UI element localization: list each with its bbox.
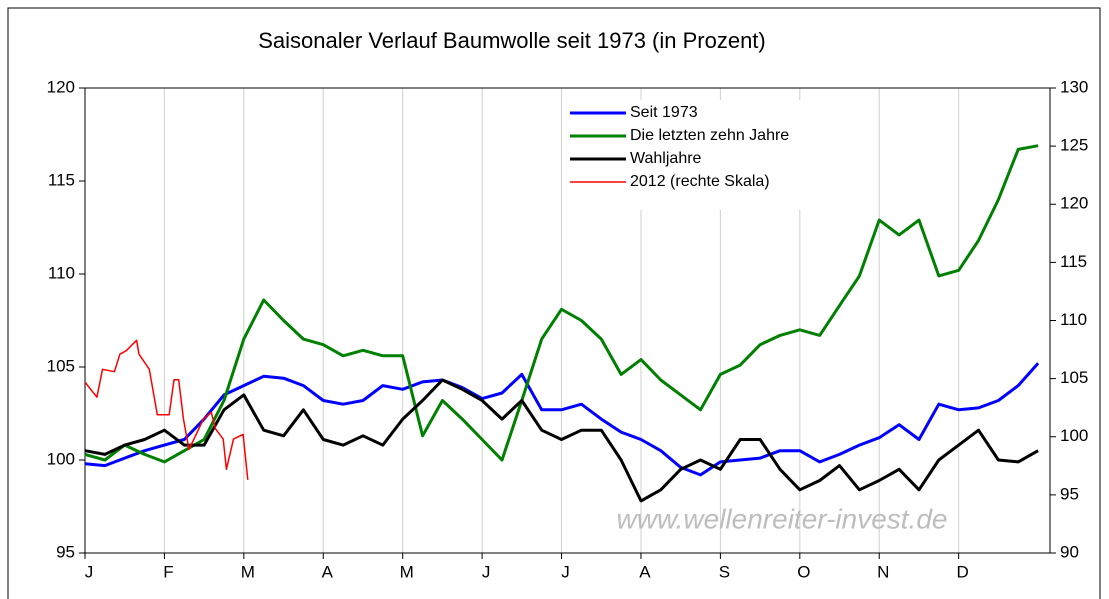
watermark: www.wellenreiter-invest.de	[617, 503, 948, 534]
y2-tick-label: 115	[1060, 252, 1087, 271]
x-tick-label: A	[322, 562, 334, 581]
x-tick-label: S	[719, 562, 730, 581]
y2-tick-label: 100	[1060, 426, 1088, 445]
y2-tick-label: 130	[1060, 77, 1088, 96]
chart-title: Saisonaler Verlauf Baumwolle seit 1973 (…	[258, 28, 766, 53]
x-tick-label: M	[400, 562, 414, 581]
y-tick-label: 120	[47, 77, 75, 96]
y-tick-label: 100	[47, 449, 75, 468]
y-tick-label: 110	[48, 263, 75, 282]
chart-frame	[7, 7, 1101, 599]
x-tick-label: J	[482, 562, 491, 581]
series-line	[84, 378, 1039, 503]
plot-area	[84, 87, 1051, 554]
series-line	[84, 339, 249, 480]
x-tick-label: N	[877, 562, 889, 581]
y2-tick-label: 120	[1060, 194, 1088, 213]
x-tick-label: J	[561, 562, 570, 581]
y2-tick-label: 95	[1060, 484, 1079, 503]
series-line	[84, 362, 1040, 477]
legend-label: Seit 1973	[630, 104, 698, 121]
legend-box	[566, 100, 852, 210]
x-tick-label: O	[797, 562, 810, 581]
y2-tick-label: 90	[1060, 542, 1079, 561]
x-tick-label: J	[85, 562, 94, 581]
legend: Seit 1973 Die letzten zehn Jahre Wahljahre…	[566, 100, 852, 210]
legend-label: Wahljahre	[630, 150, 702, 167]
series-line	[84, 144, 1039, 464]
x-tick-label: F	[163, 562, 173, 581]
y2-tick-label: 105	[1060, 368, 1088, 387]
legend-label: 2012 (rechte Skala)	[630, 173, 770, 190]
legend-label: Die letzten zehn Jahre	[630, 127, 789, 144]
x-tick-label: M	[241, 562, 255, 581]
y-tick-label: 95	[56, 542, 75, 561]
y2-tick-label: 125	[1060, 136, 1088, 155]
y-tick-label: 105	[47, 356, 75, 375]
y-tick-label: 115	[48, 170, 75, 189]
x-tick-label: A	[639, 562, 651, 581]
x-tick-label: D	[957, 562, 969, 581]
y2-tick-label: 110	[1060, 310, 1087, 329]
